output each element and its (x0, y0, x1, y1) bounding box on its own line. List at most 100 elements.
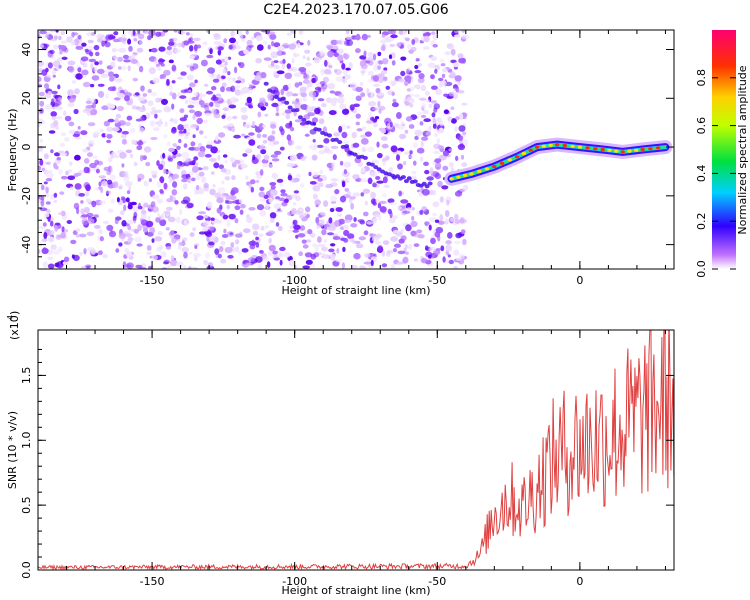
noise-cell (45, 186, 49, 194)
noise-cell (171, 103, 175, 110)
noise-cell (160, 213, 165, 220)
noise-cell (294, 119, 303, 123)
noise-cell (55, 126, 60, 130)
faint-trace-cell (294, 108, 300, 113)
noise-cell (381, 44, 386, 52)
noise-cell (290, 30, 297, 34)
noise-cell (94, 159, 100, 166)
noise-cell (304, 62, 312, 67)
noise-cell (457, 90, 465, 94)
noise-cell (460, 154, 465, 160)
noise-cell (179, 95, 187, 99)
noise-cell (123, 171, 129, 178)
noise-cell (93, 44, 100, 51)
noise-cell (209, 157, 217, 162)
colorbar-tick-label: 0.8 (695, 69, 708, 87)
noise-cell (47, 263, 55, 269)
noise-cell (239, 203, 246, 209)
noise-cell (137, 177, 142, 182)
noise-cell (259, 210, 267, 217)
noise-cell (150, 170, 158, 176)
noise-cell (248, 207, 256, 211)
noise-cell (434, 219, 440, 223)
faint-trace-cell (376, 167, 382, 172)
noise-cell (444, 51, 451, 56)
noise-cell (217, 187, 226, 194)
noise-cell (77, 34, 82, 40)
noise-cell (218, 164, 224, 170)
noise-cell (121, 130, 129, 135)
noise-cell (168, 59, 174, 64)
noise-cell (216, 207, 222, 214)
noise-cell (90, 108, 98, 116)
noise-cell (373, 121, 379, 128)
noise-cell (203, 135, 208, 139)
noise-cell (382, 193, 387, 198)
noise-cell (277, 45, 285, 52)
noise-cell (293, 111, 297, 117)
noise-cell (327, 232, 334, 236)
noise-cell (441, 73, 446, 78)
snr-x-tick-label: -150 (140, 575, 165, 588)
noise-cell (124, 95, 130, 102)
noise-cell (457, 81, 461, 86)
noise-cell (418, 73, 425, 79)
noise-cell (131, 105, 137, 110)
noise-cell (234, 159, 241, 165)
noise-cell (108, 230, 117, 238)
noise-cell (393, 230, 400, 234)
spectrogram-y-label: Frequency (Hz) (6, 109, 19, 192)
noise-cell (336, 213, 343, 217)
signal-hotspot (484, 167, 490, 171)
noise-cell (63, 256, 70, 263)
noise-cell (40, 201, 45, 207)
noise-cell (372, 53, 377, 61)
noise-cell (40, 196, 45, 201)
noise-cell (224, 199, 229, 204)
noise-cell (240, 87, 248, 95)
noise-cell (312, 144, 318, 151)
noise-cell (422, 109, 429, 115)
noise-cell (416, 111, 423, 116)
noise-cell (307, 112, 315, 117)
noise-cell (178, 138, 182, 144)
noise-cell (193, 156, 199, 161)
noise-cell (51, 116, 57, 120)
noise-cell (279, 259, 283, 266)
noise-cell (368, 111, 373, 118)
noise-cell (346, 39, 354, 47)
noise-cell (227, 254, 234, 259)
noise-cell (412, 175, 417, 181)
noise-cell (147, 89, 152, 93)
noise-cell (229, 37, 236, 44)
noise-cell (233, 134, 242, 139)
noise-cell (234, 85, 241, 89)
noise-cell (43, 181, 48, 185)
noise-cell (433, 103, 440, 110)
noise-cell (187, 177, 192, 184)
noise-cell (179, 208, 183, 216)
noise-cell (328, 217, 333, 224)
noise-cell (227, 123, 235, 127)
noise-cell (151, 254, 158, 261)
noise-cell (114, 118, 119, 124)
noise-cell (157, 121, 162, 128)
noise-cell (83, 166, 90, 174)
noise-cell (400, 56, 407, 61)
noise-cell (165, 246, 172, 250)
noise-cell (224, 176, 231, 181)
noise-cell (370, 191, 376, 199)
noise-cell (457, 53, 464, 59)
noise-cell (409, 150, 413, 155)
noise-cell (420, 140, 424, 148)
noise-cell (195, 162, 199, 167)
noise-cell (149, 227, 156, 234)
noise-cell (176, 261, 184, 267)
noise-cell (74, 88, 80, 95)
noise-cell (281, 112, 287, 116)
noise-cell (78, 193, 85, 197)
noise-cell (101, 133, 107, 138)
noise-cell (389, 121, 393, 128)
signal-hotspot (521, 151, 527, 156)
noise-cell (232, 115, 238, 120)
